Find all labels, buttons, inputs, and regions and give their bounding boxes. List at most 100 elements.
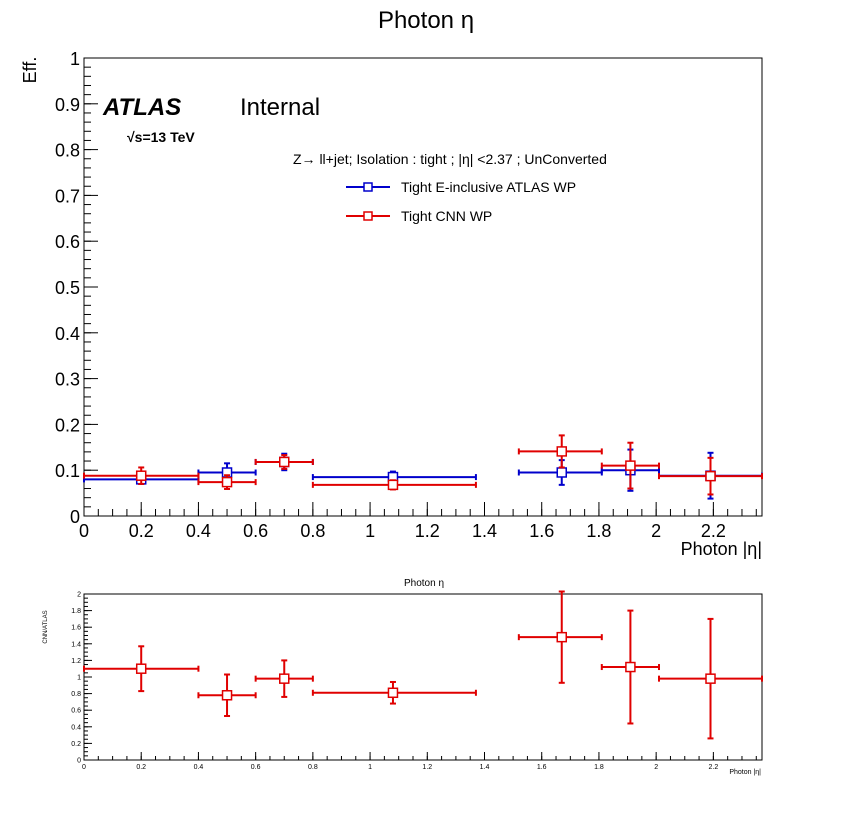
ratio-y-tick-label: 0.8 — [71, 691, 81, 698]
main-x-tick-label: 2.2 — [701, 521, 726, 541]
main-marker-cnn — [556, 446, 567, 457]
ratio-x-tick-label: 2.2 — [708, 764, 718, 771]
main-point-cnn — [600, 441, 661, 490]
ratio-x-tick-label: 1.4 — [480, 764, 490, 771]
ratio-point-cnn — [517, 590, 603, 684]
energy-label: √s=13 TeV — [127, 129, 195, 145]
ratio-point-cnn — [311, 680, 477, 705]
ratio-y-tick-label: 0 — [77, 758, 81, 765]
main-plot-frame — [83, 57, 763, 517]
ratio-point-cnn — [83, 645, 200, 693]
ratio-data-marks — [83, 590, 763, 740]
main-axes: 0 0.2 0.4 0.6 0.8 1 1.2 1.4 1.6 1.8 2 2.2 0 0.1 0.2 0.3… — [55, 49, 757, 541]
main-point-cnn — [254, 454, 314, 470]
main-point-cnn — [197, 474, 257, 490]
main-point-cnn — [83, 466, 200, 485]
ratio-point-cnn — [197, 673, 257, 718]
main-x-tick-label: 0.4 — [186, 521, 211, 541]
main-y-tick-label: 0.3 — [55, 370, 80, 390]
main-x-tick-label: 0.8 — [300, 521, 325, 541]
ratio-x-tick-label: 0 — [82, 764, 86, 771]
main-x-tick-label: 0.2 — [129, 521, 154, 541]
ratio-marker-cnn — [556, 631, 567, 643]
ratio-marker-cnn — [279, 673, 290, 684]
main-panel: Photon η Eff. Photon |η| 0 0.2 0.4 0.6 0.8 1 1… — [20, 7, 763, 559]
ratio-plot-frame — [83, 593, 763, 761]
main-x-label: Photon |η| — [681, 539, 762, 559]
legend-label-atlas: Tight E-inclusive ATLAS WP — [401, 179, 576, 195]
ratio-y-tick-label: 1.6 — [71, 625, 81, 632]
ratio-y-tick-label: 2 — [77, 592, 81, 599]
ratio-x-tick-label: 0.8 — [308, 764, 318, 771]
main-title: Photon η — [378, 7, 474, 34]
ratio-marker-cnn — [625, 661, 636, 673]
legend-entry-atlas: Tight E-inclusive ATLAS WP — [346, 179, 576, 195]
ratio-y-tick-label: 1 — [77, 675, 81, 682]
ratio-marker-cnn — [387, 687, 399, 699]
main-marker-atlas — [556, 467, 567, 478]
legend: Tight E-inclusive ATLAS WP Tight CNN WP — [346, 179, 576, 224]
ratio-marker-cnn — [705, 673, 716, 684]
main-y-tick-label: 0.2 — [55, 415, 80, 435]
main-y-tick-label: 1 — [70, 49, 80, 69]
ratio-marker-cnn — [221, 690, 233, 701]
main-x-tick-label: 2 — [651, 521, 661, 541]
main-y-tick-label: 0.7 — [55, 186, 80, 206]
main-y-tick-label: 0.4 — [55, 324, 80, 344]
main-x-tick-label: 1.8 — [586, 521, 611, 541]
main-marker-cnn — [279, 456, 290, 468]
main-y-label: Eff. — [20, 57, 40, 84]
ratio-title: Photon η — [404, 578, 444, 589]
main-x-tick-label: 0.6 — [243, 521, 268, 541]
ratio-x-label: Photon |η| — [729, 769, 761, 776]
ratio-y-label: CNN/ATLAS — [43, 610, 49, 643]
atlas-label: ATLAS — [102, 94, 181, 121]
ratio-x-tick-label: 1.8 — [594, 764, 604, 771]
main-point-cnn — [517, 434, 603, 469]
main-point-cnn — [658, 456, 763, 496]
ratio-y-tick-label: 0.4 — [71, 724, 81, 731]
selection-annotation: Z→ ll+jet; Isolation : tight ; |η| <2.37… — [293, 151, 607, 167]
main-marker-cnn — [387, 479, 399, 491]
ratio-y-tick-label: 0.2 — [71, 741, 81, 748]
ratio-point-cnn — [600, 609, 661, 725]
legend-marker-atlas — [363, 182, 373, 192]
ratio-y-tick-label: 1.4 — [71, 641, 81, 648]
ratio-x-tick-label: 1.2 — [422, 764, 432, 771]
main-data-marks — [83, 434, 763, 500]
main-y-tick-label: 0.1 — [55, 461, 80, 481]
main-marker-cnn — [625, 460, 636, 471]
ratio-x-tick-label: 0.2 — [136, 764, 146, 771]
legend-label-cnn: Tight CNN WP — [401, 208, 492, 224]
main-marker-cnn — [705, 470, 716, 482]
main-x-tick-label: 1.2 — [415, 521, 440, 541]
ratio-y-tick-label: 1.8 — [71, 608, 81, 615]
ratio-y-tick-label: 0.6 — [71, 708, 81, 715]
legend-entry-cnn: Tight CNN WP — [346, 208, 492, 224]
main-y-tick-label: 0.6 — [55, 232, 80, 252]
ratio-y-tick-label: 1.2 — [71, 658, 81, 665]
ratio-x-tick-label: 0.4 — [194, 764, 204, 771]
ratio-axes: 0 0.2 0.4 0.6 0.8 1 1.2 1.4 1.6 1.8 2 2.2 0 0.2 0.4 0.6… — [71, 592, 757, 771]
ratio-x-tick-label: 1.6 — [537, 764, 547, 771]
ratio-x-tick-label: 0.6 — [251, 764, 261, 771]
ratio-point-cnn — [254, 659, 314, 698]
main-x-tick-label: 0 — [79, 521, 89, 541]
main-point-cnn — [311, 479, 477, 491]
main-y-tick-label: 0.8 — [55, 141, 80, 161]
main-y-tick-label: 0 — [70, 507, 80, 527]
main-point-atlas — [517, 459, 603, 486]
main-marker-cnn — [135, 470, 147, 481]
main-x-tick-label: 1.6 — [529, 521, 554, 541]
main-x-tick-label: 1.4 — [472, 521, 497, 541]
ratio-panel: Photon η CNN/ATLAS Photon |η| 0 0.2 0.4 0.6… — [43, 578, 763, 776]
atlas-status-label: Internal — [240, 94, 320, 121]
main-marker-cnn — [221, 476, 233, 488]
main-x-tick-label: 1 — [365, 521, 375, 541]
ratio-point-cnn — [658, 617, 763, 740]
main-y-tick-label: 0.5 — [55, 278, 80, 298]
main-y-tick-label: 0.9 — [55, 95, 80, 115]
ratio-marker-cnn — [135, 663, 147, 674]
ratio-x-tick-label: 1 — [368, 764, 372, 771]
